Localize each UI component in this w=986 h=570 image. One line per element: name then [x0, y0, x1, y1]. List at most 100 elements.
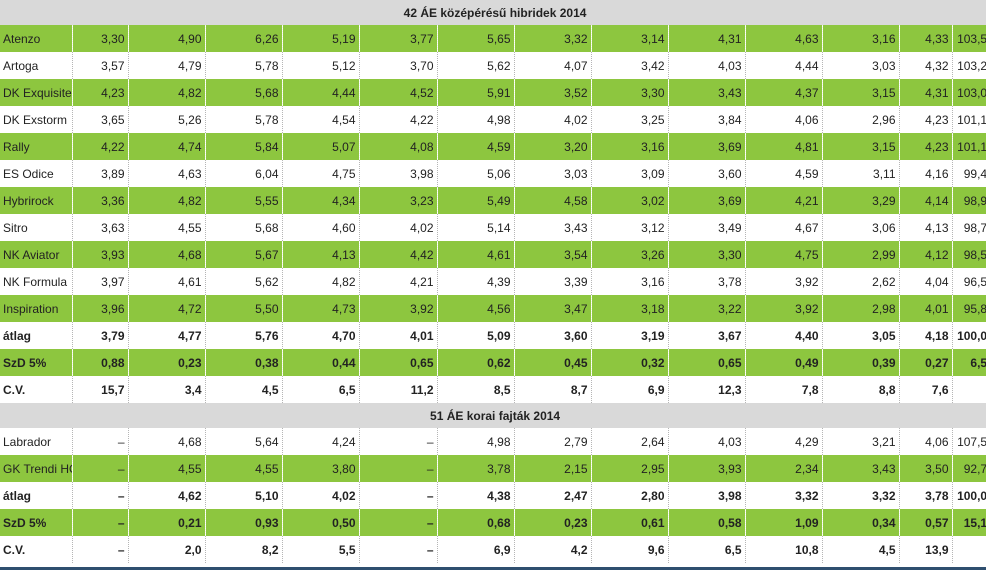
table-cell: 6,26	[204, 25, 282, 52]
row-label: átlag	[0, 322, 72, 349]
table-cell: 8,7	[513, 376, 591, 403]
table-cell: 4,75	[281, 160, 359, 187]
table-cell: 0,62	[436, 349, 514, 376]
table-cell: 4,75	[744, 241, 822, 268]
table-cell: –	[71, 509, 128, 536]
summary-row: átlag –4,62 5,10 4,02–4,38 2,47 2,80 3,98 3,32 3…	[0, 482, 986, 509]
table-cell: 3,16	[590, 268, 668, 295]
table-cell: 0,93	[204, 509, 282, 536]
table-cell: 4,12	[898, 241, 952, 268]
table-cell: 4,55	[204, 455, 282, 482]
table-cell: 3,60	[667, 160, 745, 187]
table-cell: 4,72	[127, 295, 205, 322]
table-cell: 4,23	[898, 106, 952, 133]
row-label: Hybrirock	[0, 187, 72, 214]
table-cell: 3,54	[513, 241, 591, 268]
table-cell: 2,34	[744, 455, 822, 482]
table-cell: 7,6	[898, 376, 952, 403]
table-cell: 4,77	[127, 322, 205, 349]
table-cell: 3,84	[667, 106, 745, 133]
table-cell: 5,09	[436, 322, 514, 349]
table-cell: 3,92	[744, 268, 822, 295]
table-cell: 3,11	[821, 160, 899, 187]
table-cell: 0,27	[898, 349, 952, 376]
table-cell: 5,14	[436, 214, 514, 241]
table-cell: –	[71, 428, 128, 455]
bottom-rule	[0, 567, 986, 570]
table-row: DK Exstorm 3,65 5,26 5,78 4,54 4,22 4,98 4,02 3,…	[0, 106, 986, 133]
table-cell: 5,84	[204, 133, 282, 160]
table-cell: 0,68	[436, 509, 514, 536]
table-cell: 5,62	[204, 268, 282, 295]
table-cell: 3,30	[590, 79, 668, 106]
table-cell: 3,52	[513, 79, 591, 106]
table-cell: 4,98	[436, 106, 514, 133]
table-row: ES Odice 3,89 4,63 6,04 4,75 3,98 5,06 3,03 3,09…	[0, 160, 986, 187]
table-cell: 4,31	[898, 79, 952, 106]
table-cell: 0,34	[821, 509, 899, 536]
table-cell: 15,7	[71, 376, 128, 403]
table-cell: 2,62	[821, 268, 899, 295]
table-cell: 12,3	[667, 376, 745, 403]
table-cell: 3,12	[590, 214, 668, 241]
table-cell: 4,73	[281, 295, 359, 322]
row-label: Atenzo	[0, 25, 72, 52]
table-cell: 3,96	[71, 295, 128, 322]
table-cell: 3,77	[358, 25, 437, 52]
table-cell: 5,55	[204, 187, 282, 214]
table-cell: 0,44	[281, 349, 359, 376]
table-cell: 4,29	[744, 428, 822, 455]
table-cell: 4,16	[898, 160, 952, 187]
table-cell: 3,03	[513, 160, 591, 187]
table-cell: 13,9	[898, 536, 952, 563]
table-cell: 3,39	[513, 268, 591, 295]
table-cell: 4,63	[744, 25, 822, 52]
table-cell: 4,03	[667, 428, 745, 455]
table-cell: 3,43	[821, 455, 899, 482]
row-label: GK Trendi HO	[0, 455, 72, 482]
table-row: Rally 4,22 4,74 5,84 5,07 4,08 4,59 3,20 3,16 3,6…	[0, 133, 986, 160]
table-cell: –	[358, 428, 437, 455]
section-header: 42 ÁE középérésű hibridek 2014	[0, 0, 986, 25]
table-cell: 4,13	[281, 241, 359, 268]
table-cell: 3,69	[667, 133, 745, 160]
row-label: DK Exquisite	[0, 79, 72, 106]
table-cell: 3,70	[358, 52, 437, 79]
table-cell: 3,30	[71, 25, 128, 52]
table-cell: 3,32	[821, 482, 899, 509]
table-cell: 5,12	[281, 52, 359, 79]
table-cell: 0,23	[513, 509, 591, 536]
row-label: Artoga	[0, 52, 72, 79]
summary-row: C.V. –2,0 8,2 5,5–6,9 4,2 9,6 6,5 10,8 4,5 13,9	[0, 536, 986, 563]
table-cell: 100,0	[951, 482, 986, 509]
section-title: 51 ÁE korai fajták 2014	[0, 403, 986, 428]
table-cell: 103,2	[951, 52, 986, 79]
table-cell: 3,89	[71, 160, 128, 187]
table-cell: 4,23	[898, 133, 952, 160]
table-cell: 0,61	[590, 509, 668, 536]
table-cell: 8,2	[204, 536, 282, 563]
table-cell: 98,9	[951, 187, 986, 214]
table-cell: 4,03	[667, 52, 745, 79]
table-cell: 4,70	[281, 322, 359, 349]
table-cell: 4,42	[358, 241, 437, 268]
table-cell: 4,82	[281, 268, 359, 295]
table-cell: 3,57	[71, 52, 128, 79]
row-label: Inspiration	[0, 295, 72, 322]
table-cell: 3,49	[667, 214, 745, 241]
table-cell: 2,80	[590, 482, 668, 509]
table-cell: 3,42	[590, 52, 668, 79]
summary-row: C.V. 15,7 3,4 4,5 6,5 11,2 8,5 8,7 6,9 12,3 7,8 8,8…	[0, 376, 986, 403]
table-cell: 4,21	[744, 187, 822, 214]
table-cell: –	[71, 482, 128, 509]
table-cell: 5,78	[204, 52, 282, 79]
table-cell: 3,79	[71, 322, 128, 349]
table-cell: 5,68	[204, 214, 282, 241]
table-cell: 2,64	[590, 428, 668, 455]
table-cell: 4,07	[513, 52, 591, 79]
table-cell: 4,52	[358, 79, 437, 106]
table-row: NK Formula 3,97 4,61 5,62 4,82 4,21 4,39 3,39 3,…	[0, 268, 986, 295]
table-cell	[951, 536, 986, 563]
